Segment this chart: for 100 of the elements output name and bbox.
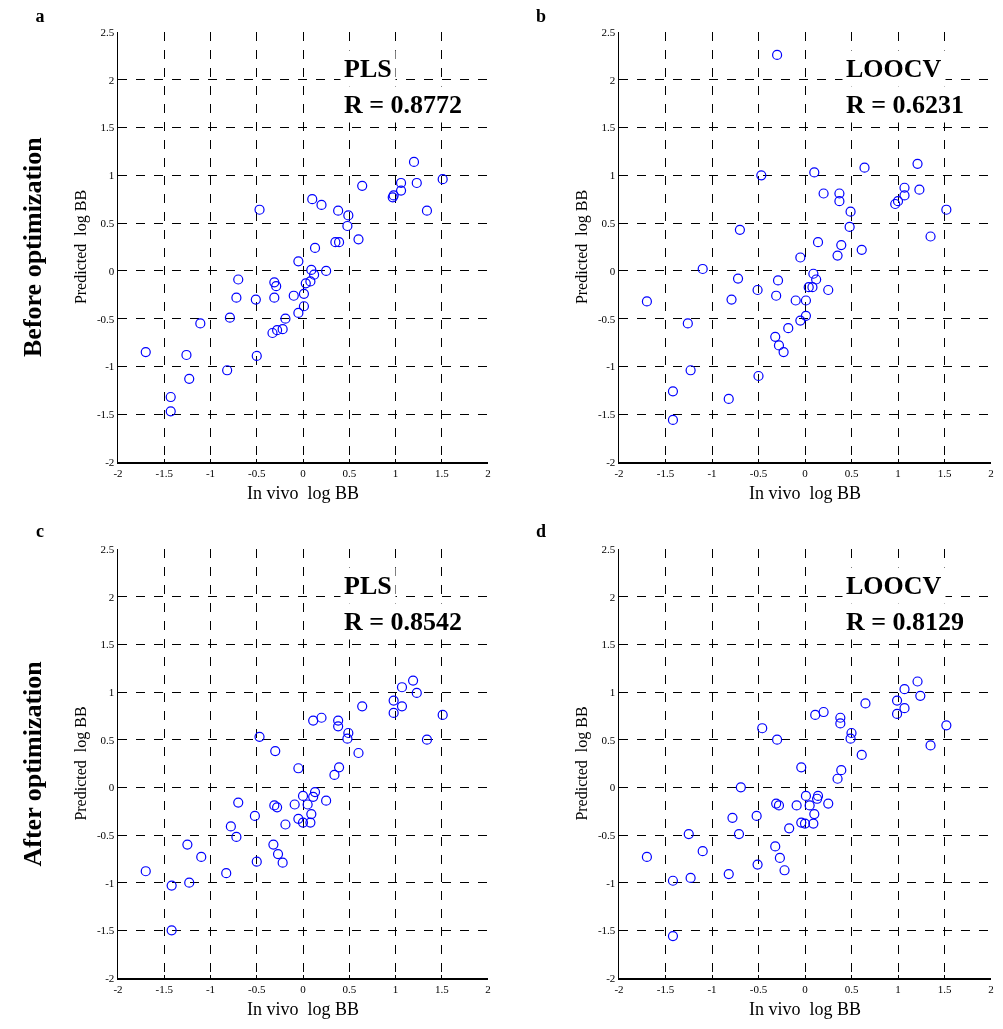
- point: [667, 875, 679, 886]
- point: [779, 865, 790, 876]
- y-tick-label: 1.5: [601, 638, 616, 651]
- point: [912, 676, 923, 687]
- point: [307, 194, 318, 205]
- point: [166, 925, 177, 936]
- point: [231, 831, 242, 843]
- x-tick-label: -1.5: [155, 982, 174, 995]
- point: [249, 810, 260, 822]
- point: [305, 817, 316, 828]
- x-axis-title: In vivo log BB: [748, 998, 862, 1019]
- point: [277, 857, 288, 868]
- point: [316, 199, 327, 211]
- point: [856, 749, 867, 761]
- y-tick-label: -1: [606, 360, 616, 373]
- point: [818, 706, 829, 718]
- y-tick-label: 2: [609, 73, 616, 86]
- point: [809, 808, 820, 820]
- x-tick-label: 2: [988, 466, 994, 479]
- point: [269, 292, 280, 303]
- x-axis-title: In vivo log BB: [748, 482, 862, 503]
- point: [329, 769, 340, 781]
- point: [800, 790, 812, 802]
- point: [270, 746, 281, 757]
- point: [233, 797, 244, 808]
- point: [408, 156, 420, 168]
- point: [267, 327, 278, 339]
- point: [795, 315, 806, 326]
- x-tick-label: 1: [392, 466, 399, 479]
- point: [333, 715, 344, 726]
- x-tick-label: -1.5: [656, 466, 675, 479]
- point: [783, 323, 794, 334]
- annotation: PLS: [344, 571, 392, 600]
- y-tick-label: 1.5: [100, 638, 115, 651]
- x-tick-label: -1: [707, 466, 717, 479]
- x-tick-label: 0: [802, 466, 809, 479]
- x-tick-label: 0: [300, 982, 307, 995]
- y-tick-label: 1: [108, 685, 115, 698]
- y-tick-label: -0.5: [597, 828, 616, 841]
- point: [732, 273, 744, 284]
- x-tick-label: 1: [895, 466, 901, 479]
- point: [293, 307, 304, 319]
- point: [891, 708, 903, 720]
- point: [641, 296, 652, 307]
- x-axis-title: In vivo log BB: [246, 482, 360, 503]
- point: [757, 723, 768, 734]
- point: [321, 265, 332, 276]
- point: [195, 318, 206, 329]
- point: [734, 224, 745, 235]
- point: [297, 817, 309, 828]
- annotation: PLS: [344, 54, 392, 83]
- point: [804, 800, 815, 811]
- point: [333, 721, 344, 732]
- point: [305, 276, 316, 287]
- point: [812, 237, 824, 248]
- point: [756, 170, 767, 181]
- point: [269, 277, 280, 288]
- y-tick-label: -2: [606, 455, 616, 468]
- annotation: LOOCV: [846, 571, 942, 600]
- point: [333, 762, 345, 773]
- point: [353, 747, 364, 759]
- annotation: LOOCV: [846, 54, 942, 83]
- x-tick-label: 0.5: [342, 982, 357, 995]
- point: [836, 239, 847, 251]
- y-tick-label: -0.5: [96, 828, 115, 841]
- point: [330, 237, 341, 248]
- chart-title: c: [36, 521, 44, 542]
- x-tick-label: 2: [988, 982, 994, 995]
- point: [254, 731, 265, 742]
- x-tick-label: -0.5: [749, 982, 768, 995]
- y-tick-label: -1.5: [597, 924, 616, 937]
- y-tick-label: 0: [108, 264, 115, 277]
- x-tick-label: -1.5: [155, 466, 174, 479]
- point: [818, 188, 829, 199]
- x-tick-label: 0.5: [342, 466, 357, 479]
- x-tick-label: 1.5: [434, 466, 450, 479]
- x-tick-label: 2: [485, 466, 491, 479]
- y-tick-label: -1.5: [597, 408, 616, 421]
- y-tick-label: 2: [108, 590, 115, 603]
- point: [823, 798, 834, 809]
- y-axis-title: Predicted log BB: [72, 189, 91, 305]
- y-tick-label: -0.5: [597, 312, 616, 325]
- point: [308, 715, 319, 726]
- point: [437, 174, 448, 185]
- y-tick-label: 1: [609, 169, 616, 182]
- point: [733, 828, 745, 840]
- point: [925, 231, 936, 242]
- chart-title: b: [535, 6, 547, 27]
- point: [773, 340, 785, 351]
- point: [697, 263, 708, 275]
- point: [912, 158, 923, 169]
- y-tick-label: -1: [105, 360, 115, 373]
- point: [396, 682, 408, 693]
- point: [682, 318, 693, 329]
- point: [859, 162, 870, 173]
- x-axis-title: In vivo log BB: [246, 998, 360, 1019]
- y-axis-title: Predicted log BB: [573, 189, 592, 305]
- point: [321, 795, 332, 806]
- point: [667, 930, 679, 942]
- point: [784, 823, 795, 834]
